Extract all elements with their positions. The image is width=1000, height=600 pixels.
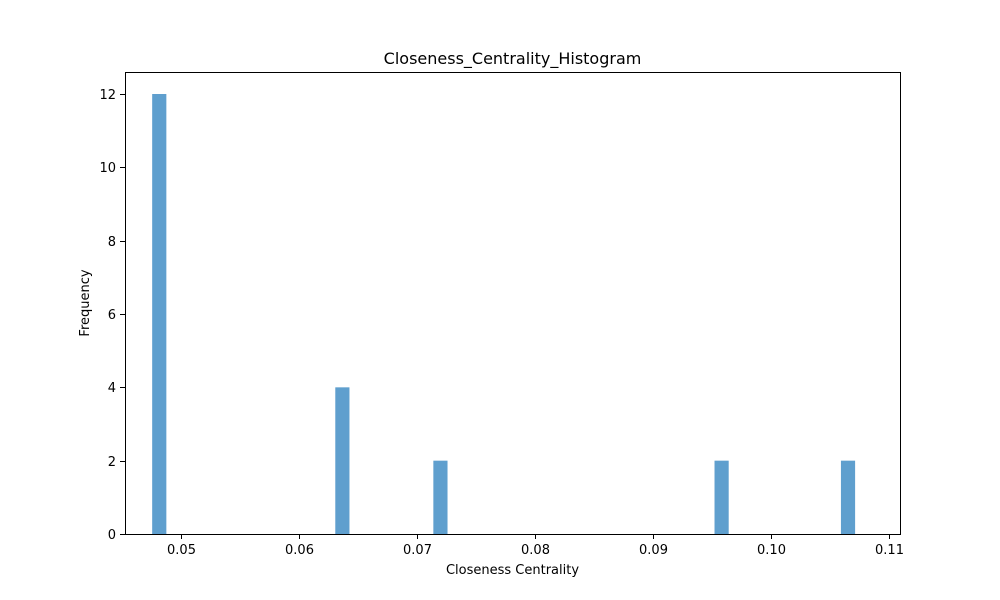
x-tick-label: 0.11 — [875, 543, 904, 558]
y-tick-label: 8 — [108, 235, 116, 250]
histogram-bar — [335, 387, 350, 534]
x-axis-ticks: 0.05 0.06 0.07 0.08 0.09 0.10 0.11 — [167, 534, 904, 558]
bars-group — [152, 94, 856, 534]
x-tick-label: 0.05 — [167, 543, 196, 558]
histogram-bar — [714, 460, 729, 534]
histogram-bar — [433, 460, 448, 534]
chart-title: Closeness_Centrality_Histogram — [384, 49, 642, 69]
y-tick-label: 0 — [108, 528, 116, 543]
x-tick-label: 0.10 — [757, 543, 786, 558]
x-tick-label: 0.08 — [521, 543, 550, 558]
y-tick-label: 2 — [108, 455, 116, 470]
histogram-bar — [840, 460, 856, 534]
y-tick-label: 6 — [108, 308, 116, 323]
histogram-bar — [152, 94, 167, 534]
x-tick-label: 0.07 — [403, 543, 432, 558]
y-tick-label: 4 — [108, 381, 116, 396]
x-tick-label: 0.06 — [285, 543, 314, 558]
y-axis-label: Frequency — [78, 269, 93, 336]
plot-area-frame — [125, 72, 901, 535]
y-tick-label: 12 — [99, 88, 116, 103]
x-axis-label: Closeness Centrality — [446, 563, 579, 578]
y-axis-ticks: 0 2 4 6 8 10 12 — [99, 88, 125, 543]
x-tick-label: 0.09 — [639, 543, 668, 558]
y-tick-label: 10 — [99, 161, 116, 176]
